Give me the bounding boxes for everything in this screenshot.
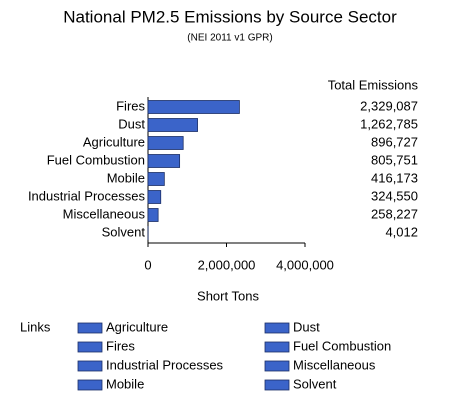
y-tick-label: Fuel Combustion	[47, 152, 145, 167]
link-swatch[interactable]	[264, 341, 290, 353]
link-swatch[interactable]	[264, 322, 290, 334]
link-label[interactable]: Industrial Processes	[106, 357, 224, 372]
y-tick-label: Fires	[116, 98, 145, 113]
link-label[interactable]: Dust	[293, 319, 320, 334]
link-swatch[interactable]	[77, 341, 103, 353]
value-label: 258,227	[371, 206, 418, 221]
link-label[interactable]: Mobile	[106, 376, 144, 391]
value-label: 805,751	[371, 152, 418, 167]
bar	[147, 208, 159, 222]
link-swatch[interactable]	[264, 379, 290, 391]
x-tick-label: 4,000,000	[276, 257, 334, 272]
link-swatch[interactable]	[77, 360, 103, 372]
link-swatch[interactable]	[264, 360, 290, 372]
value-label: 4,012	[385, 224, 418, 239]
y-tick-label: Miscellaneous	[63, 206, 146, 221]
bar	[147, 190, 162, 204]
y-tick-label: Industrial Processes	[28, 188, 146, 203]
chart-title: National PM2.5 Emissions by Source Secto…	[63, 7, 397, 26]
link-label[interactable]: Agriculture	[106, 319, 168, 334]
value-label: 896,727	[371, 134, 418, 149]
bar	[147, 172, 165, 186]
bar	[147, 100, 240, 114]
link-label[interactable]: Fuel Combustion	[293, 338, 391, 353]
x-tick-label: 2,000,000	[198, 257, 256, 272]
link-label[interactable]: Fires	[106, 338, 135, 353]
value-label: 2,329,087	[360, 98, 418, 113]
link-label[interactable]: Solvent	[293, 376, 337, 391]
value-label: 1,262,785	[360, 116, 418, 131]
bar	[147, 154, 181, 168]
x-tick-label: 0	[144, 257, 151, 272]
y-tick-label: Solvent	[102, 224, 146, 239]
bar	[147, 136, 184, 150]
y-tick-label: Mobile	[107, 170, 145, 185]
link-swatch[interactable]	[77, 379, 103, 391]
y-tick-label: Dust	[118, 116, 145, 131]
chart-subtitle: (NEI 2011 v1 GPR)	[187, 33, 272, 44]
value-header: Total Emissions	[328, 77, 419, 92]
value-label: 324,550	[371, 188, 418, 203]
link-swatch[interactable]	[77, 322, 103, 334]
y-tick-label: Agriculture	[83, 134, 145, 149]
bar	[147, 118, 198, 132]
links-label: Links	[20, 319, 51, 334]
value-label: 416,173	[371, 170, 418, 185]
x-axis-label: Short Tons	[197, 288, 259, 303]
link-label[interactable]: Miscellaneous	[293, 357, 376, 372]
